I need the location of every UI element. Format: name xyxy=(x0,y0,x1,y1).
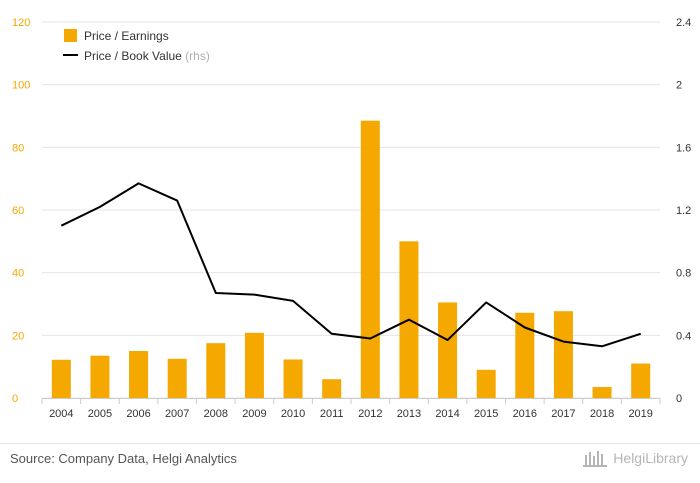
logo-text: HelgiLibrary xyxy=(613,450,688,466)
right-tick-label: 0.8 xyxy=(676,268,691,280)
x-tick-label: 2008 xyxy=(204,408,228,420)
bar-2011 xyxy=(322,379,342,398)
x-tick-label: 2016 xyxy=(513,408,537,420)
right-tick-label: 1.6 xyxy=(676,142,691,154)
x-tick-label: 2009 xyxy=(242,408,266,420)
left-tick-label: 60 xyxy=(12,205,24,217)
x-tick-label: 2007 xyxy=(165,408,189,420)
bar-2019 xyxy=(631,363,651,398)
left-tick-label: 0 xyxy=(12,393,18,405)
x-tick-label: 2011 xyxy=(320,408,344,420)
legend-label-line-suffix: (rhs) xyxy=(185,49,210,63)
x-tick-label: 2019 xyxy=(628,408,652,420)
x-axis: 2004 2005 2006 2007 2008 2009 2010 2011 2012 2013… xyxy=(41,398,661,420)
x-tick-label: 2006 xyxy=(126,408,150,420)
bar-series xyxy=(51,120,651,398)
bar-2018 xyxy=(592,387,612,398)
left-tick-label: 80 xyxy=(12,142,24,154)
legend-label-line-name: Price / Book Value xyxy=(84,49,182,63)
bar-2007 xyxy=(167,358,187,398)
bar-2015 xyxy=(476,369,496,398)
x-tick-label: 2004 xyxy=(49,408,73,420)
footer: Source: Company Data, Helgi Analytics He… xyxy=(0,443,700,483)
left-tick-label: 100 xyxy=(12,80,30,92)
line-series xyxy=(60,182,641,348)
bar-2016 xyxy=(515,312,535,398)
bar-2008 xyxy=(206,343,226,398)
source-text: Source: Company Data, Helgi Analytics xyxy=(10,451,237,466)
grid-lines xyxy=(42,21,660,399)
price-book-line xyxy=(60,182,641,348)
legend: Price / Earnings Price / Book Value (rhs… xyxy=(63,29,210,63)
right-tick-label: 1.2 xyxy=(676,205,691,217)
right-tick-label: 0.4 xyxy=(676,330,691,342)
bar-2009 xyxy=(244,332,264,398)
helgi-library-logo[interactable]: HelgiLibrary xyxy=(583,447,688,469)
left-tick-label: 20 xyxy=(12,330,24,342)
bar-2010 xyxy=(283,359,303,398)
x-tick-label: 2010 xyxy=(281,408,305,420)
x-tick-label: 2014 xyxy=(435,408,459,420)
right-tick-label: 2 xyxy=(676,80,682,92)
x-tick-label: 2018 xyxy=(590,408,614,420)
left-axis: 0 20 40 60 80 100 120 xyxy=(12,17,30,405)
footer-divider xyxy=(0,443,700,444)
bar-2005 xyxy=(90,355,110,398)
bar-2014 xyxy=(438,302,458,398)
x-tick-label: 2013 xyxy=(397,408,421,420)
library-icon xyxy=(583,451,608,467)
legend-label-line: Price / Book Value (rhs) xyxy=(84,49,210,63)
left-tick-label: 120 xyxy=(12,17,30,29)
bar-2012 xyxy=(360,120,380,398)
legend-label-bar: Price / Earnings xyxy=(84,29,169,43)
x-tick-label: 2017 xyxy=(551,408,575,420)
legend-swatch-bar xyxy=(64,29,77,42)
x-tick-label: 2012 xyxy=(358,408,382,420)
bar-2017 xyxy=(553,311,573,398)
right-tick-label: 2.4 xyxy=(676,17,691,29)
bar-2004 xyxy=(51,359,71,398)
right-tick-label: 0 xyxy=(676,393,682,405)
right-axis: 0 0.4 0.8 1.2 1.6 2 2.4 xyxy=(676,17,691,405)
x-tick-label: 2015 xyxy=(474,408,498,420)
left-tick-label: 40 xyxy=(12,268,24,280)
bar-2006 xyxy=(129,351,149,398)
x-tick-label: 2005 xyxy=(88,408,112,420)
